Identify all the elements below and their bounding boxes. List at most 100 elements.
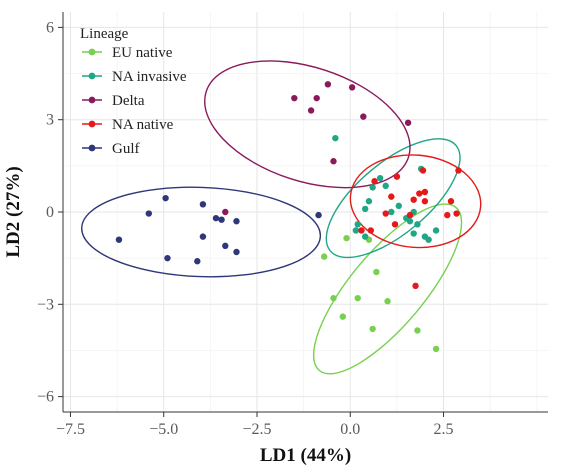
data-point: [391, 221, 399, 228]
confidence-ellipse: [312, 203, 463, 375]
legend: Lineage EU native NA invasive Delta NA nativ…: [80, 26, 187, 157]
y-tick-label: 6: [46, 19, 54, 36]
legend-key-marker: [88, 120, 96, 128]
data-point: [145, 210, 153, 217]
data-point: [199, 201, 207, 208]
legend-key-marker: [88, 96, 96, 104]
y-tick-label: −3: [37, 296, 54, 313]
legend-key-marker: [88, 72, 96, 80]
data-point: [447, 198, 455, 205]
data-point: [360, 113, 367, 120]
x-tick-label: −5.0: [149, 421, 178, 438]
data-point: [324, 81, 332, 88]
data-point: [361, 205, 369, 213]
data-point: [365, 198, 373, 205]
x-axis-title: LD1 (44%): [260, 445, 351, 466]
data-point: [432, 345, 440, 353]
x-tick-label: 0.0: [340, 421, 360, 438]
data-point: [432, 227, 440, 234]
data-point: [233, 248, 240, 256]
data-point: [212, 214, 220, 222]
data-point: [371, 178, 378, 185]
data-point: [222, 208, 229, 216]
legend-title: Lineage: [80, 26, 129, 42]
x-tick-label: 2.5: [434, 421, 454, 438]
legend-label: NA native: [112, 117, 174, 133]
legend-label: EU native: [112, 45, 173, 61]
data-point: [218, 216, 225, 223]
group-ellipses: [81, 60, 482, 375]
data-point: [384, 298, 391, 305]
confidence-ellipse: [204, 60, 411, 189]
data-point: [419, 167, 427, 174]
data-point: [194, 258, 201, 265]
data-point: [115, 236, 123, 243]
data-point: [444, 211, 451, 219]
data-point: [332, 134, 339, 142]
data-point: [395, 202, 402, 210]
data-point: [414, 327, 421, 334]
data-point: [382, 210, 389, 217]
data-point: [320, 253, 328, 260]
data-point: [382, 182, 389, 190]
grid: [63, 12, 548, 412]
legend-label: Delta: [112, 93, 145, 109]
data-point: [367, 227, 374, 234]
data-point: [164, 254, 171, 262]
data-point: [343, 234, 350, 242]
data-point: [291, 94, 298, 102]
data-point: [416, 190, 423, 197]
x-tick-label: −7.5: [56, 421, 85, 438]
data-point: [406, 218, 414, 225]
data-point: [330, 158, 337, 165]
data-point: [410, 230, 417, 237]
data-point: [199, 233, 207, 240]
data-point: [406, 211, 414, 219]
data-point: [315, 211, 322, 219]
data-point: [348, 84, 356, 91]
data-point: [421, 233, 429, 240]
y-tick-label: 3: [46, 112, 54, 129]
data-point: [404, 119, 412, 126]
legend-item: NA invasive: [82, 69, 187, 85]
data-point: [369, 184, 376, 191]
data-point: [455, 167, 462, 174]
data-point: [421, 188, 429, 196]
y-tick-label: −6: [37, 389, 54, 406]
legend-item: NA native: [82, 117, 174, 133]
x-tick-label: −2.5: [242, 421, 271, 438]
data-point: [222, 242, 229, 250]
data-point: [421, 198, 429, 205]
axes: −7.5 −5.0 −2.5 0.0 2.5 −6 −3 0 3 6 LD1 (44%) LD2 (2…: [3, 12, 548, 466]
data-point: [352, 227, 360, 234]
confidence-ellipse: [81, 186, 322, 278]
y-axis-title: LD2 (27%): [3, 166, 24, 257]
legend-key-marker: [88, 48, 96, 56]
legend-item: EU native: [82, 45, 173, 61]
data-point: [410, 196, 417, 203]
data-point: [307, 107, 315, 114]
data-point: [373, 268, 380, 276]
legend-label: NA invasive: [112, 69, 187, 85]
data-point: [412, 282, 419, 290]
data-point: [313, 94, 320, 102]
data-point: [393, 173, 401, 180]
data-point: [330, 294, 337, 302]
data-point: [414, 221, 421, 228]
data-point: [354, 221, 361, 228]
data-point: [233, 218, 240, 225]
data-point: [388, 193, 395, 200]
legend-item: Delta: [82, 93, 145, 109]
data-points: [115, 81, 462, 353]
data-point: [376, 174, 384, 182]
data-point: [369, 325, 376, 333]
data-point: [339, 313, 347, 320]
data-point: [361, 233, 369, 240]
confidence-ellipse: [349, 154, 482, 249]
legend-item: Gulf: [82, 141, 140, 157]
legend-label: Gulf: [112, 141, 140, 157]
data-point: [358, 227, 365, 234]
data-point: [354, 294, 361, 302]
data-point: [453, 210, 460, 217]
